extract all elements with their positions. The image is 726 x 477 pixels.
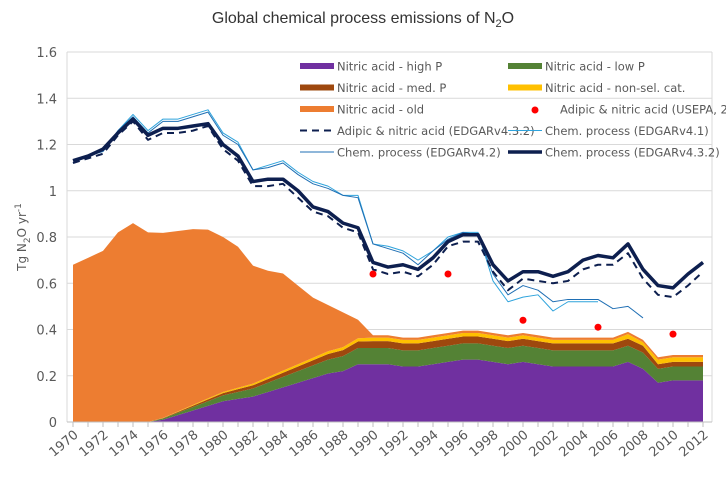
x-tick-label: 1970	[47, 428, 82, 461]
y-tick-label: 0.2	[36, 370, 57, 385]
y-tick-label: 0	[49, 416, 57, 431]
legend-label: Nitric acid - high P	[337, 60, 442, 74]
x-tick-label: 1978	[167, 428, 202, 461]
line-chem-process-edgarv4-1-	[72, 109, 598, 312]
x-tick-label: 1994	[407, 428, 442, 461]
legend-item: Nitric acid - med. P	[300, 81, 446, 95]
legend-label: Adipic & nitric acid (USEPA, 2012)	[560, 103, 726, 117]
legend-swatch	[508, 63, 542, 69]
x-tick-label: 1998	[467, 428, 502, 461]
area-nitric-acid-low-p	[73, 343, 703, 422]
y-tick-label: 0.4	[36, 324, 57, 339]
area-nitric-acid-non-sel-cat-	[73, 332, 703, 422]
x-tick-label: 2000	[497, 428, 532, 461]
y-tick-label: 1	[49, 185, 57, 200]
legend-item: Chem. process (EDGARv4.2)	[300, 146, 501, 160]
legend-label: Nitric acid - non-sel. cat.	[545, 81, 685, 95]
area-nitric-acid-old	[73, 223, 703, 422]
x-tick-label: 2006	[587, 428, 622, 461]
x-tick-label: 1996	[437, 428, 472, 461]
x-tick-label: 1990	[347, 428, 382, 461]
legend-swatch	[300, 106, 334, 112]
x-tick-label: 1984	[257, 428, 292, 461]
x-tick-label: 2008	[617, 428, 652, 461]
y-axis-label: Tg N2O yr-1	[14, 203, 33, 272]
legend-item: Chem. process (EDGARv4.3.2)	[508, 146, 720, 160]
legend: Nitric acid - high P Nitric acid - low P N…	[300, 60, 726, 160]
legend-swatch	[508, 84, 542, 91]
x-tick-label: 1980	[197, 428, 232, 461]
line-chem-process-edgarv4-2-	[72, 111, 644, 319]
y-tick-label: 1.2	[36, 139, 57, 154]
area-nitric-acid-high-p	[73, 359, 703, 422]
x-tick-label: 1976	[137, 428, 172, 461]
legend-item: Nitric acid - old	[300, 103, 424, 117]
legend-label: Chem. process (EDGARv4.1)	[545, 124, 709, 138]
x-tick-label: 1986	[287, 428, 322, 461]
x-tick-label: 1982	[227, 428, 262, 461]
legend-label: Chem. process (EDGARv4.3.2)	[545, 146, 720, 160]
x-tick-label: 2002	[527, 428, 562, 461]
usepa-point	[444, 270, 452, 278]
line-chem-process-edgarv4-3-2-	[72, 117, 705, 290]
usepa-point	[519, 316, 527, 324]
x-tick-label: 1988	[317, 428, 352, 461]
y-tick-label: 0.6	[36, 277, 57, 292]
legend-item: Nitric acid - high P	[300, 60, 442, 74]
x-tick-label: 2012	[677, 428, 712, 461]
x-tick-label: 2004	[557, 428, 592, 461]
legend-label: Nitric acid - low P	[545, 60, 645, 74]
legend-label: Nitric acid - old	[337, 103, 424, 117]
x-tick-label: 2010	[647, 428, 682, 461]
legend-swatch	[531, 106, 539, 114]
x-tick-label: 1974	[107, 428, 142, 461]
usepa-point	[369, 270, 377, 278]
area-nitric-acid-med-p	[73, 336, 703, 422]
legend-item: Chem. process (EDGARv4.1)	[508, 124, 709, 138]
usepa-point	[594, 323, 602, 331]
legend-item: Adipic & nitric acid (USEPA, 2012)	[531, 103, 726, 117]
chart-title: Global chemical process emissions of N2O	[211, 10, 515, 31]
legend-label: Nitric acid - med. P	[337, 81, 446, 95]
legend-item: Nitric acid - non-sel. cat.	[508, 81, 685, 95]
legend-swatch	[300, 84, 334, 91]
legend-label: Adipic & nitric acid (EDGARv4.3.2)	[337, 124, 535, 138]
y-tick-label: 1.6	[36, 46, 57, 61]
line-adipic-nitric-acid-edgarv4-3-2-	[72, 120, 704, 299]
usepa-point	[669, 330, 677, 338]
x-tick-label: 1972	[77, 428, 112, 461]
legend-item: Adipic & nitric acid (EDGARv4.3.2)	[300, 124, 535, 138]
legend-item: Nitric acid - low P	[508, 60, 645, 74]
x-tick-label: 1992	[377, 428, 412, 461]
legend-label: Chem. process (EDGARv4.2)	[337, 146, 501, 160]
y-tick-label: 0.8	[36, 231, 57, 246]
legend-swatch	[300, 63, 334, 69]
y-tick-label: 1.4	[36, 92, 57, 107]
